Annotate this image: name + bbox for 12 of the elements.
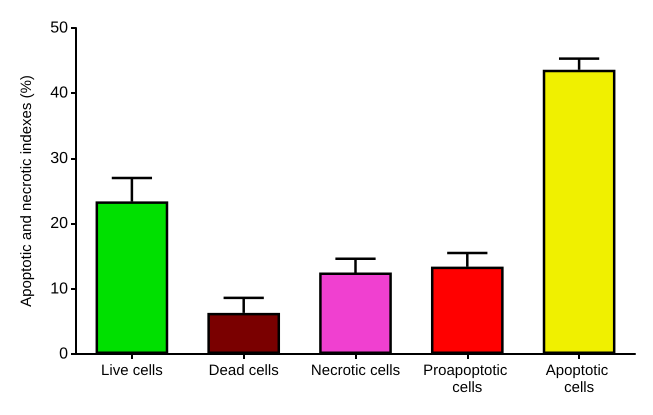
x-tick-label: Proapoptotic cells bbox=[423, 362, 512, 396]
y-tick-label: 10 bbox=[50, 280, 68, 298]
y-axis-title: Apoptotic and necrotic indexes (%) bbox=[18, 75, 35, 307]
x-tick-label: Necrotic cells bbox=[310, 362, 400, 379]
y-tick-label: 0 bbox=[59, 346, 68, 362]
x-tick-label: Live cells bbox=[101, 362, 163, 379]
y-tick-label: 50 bbox=[50, 20, 68, 36]
y-tick-label: 20 bbox=[50, 215, 68, 232]
x-tick-label: Dead cells bbox=[208, 362, 279, 379]
y-tick-label: 30 bbox=[50, 150, 68, 167]
x-tick-label: Apoptotic cells bbox=[546, 362, 612, 396]
y-tick-label: 40 bbox=[50, 84, 68, 102]
